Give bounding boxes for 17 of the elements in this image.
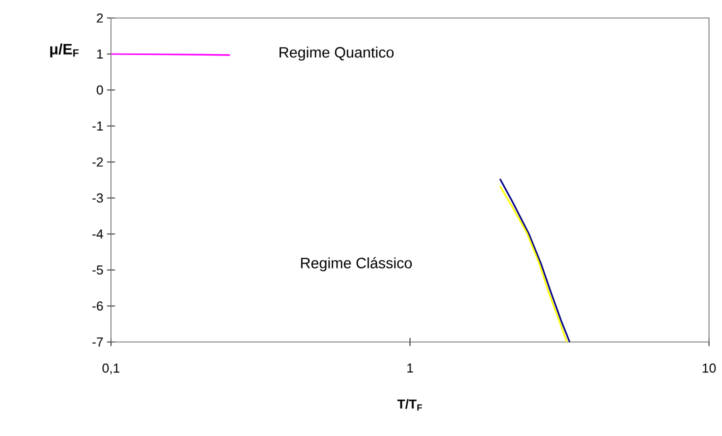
y-tick-label: 2 bbox=[96, 13, 103, 23]
x-tick-label: 1 bbox=[407, 364, 413, 372]
y-tick-label: -4 bbox=[92, 230, 104, 238]
y-tick-label: -3 bbox=[92, 193, 103, 203]
y-tick-label: -6 bbox=[92, 301, 103, 311]
y-axis-title: μ/E$_{F}$ bbox=[50, 43, 79, 58]
y-tick-label: 0 bbox=[96, 85, 103, 95]
y-tick-label: -7 bbox=[92, 338, 103, 346]
x-tick-label: 0,1 bbox=[102, 364, 120, 374]
annotation: Regime Clássico bbox=[301, 257, 412, 272]
y-tick-label: -1 bbox=[92, 122, 103, 130]
x-tick-label: 10 bbox=[702, 364, 716, 373]
x-axis-title: T/T$_{F}$ bbox=[397, 399, 422, 411]
y-tick-label: 1 bbox=[97, 50, 103, 58]
y-tick-label: -2 bbox=[92, 157, 103, 167]
y-tick-label: -5 bbox=[92, 265, 103, 275]
annotation: Regime Quantico bbox=[280, 46, 394, 61]
